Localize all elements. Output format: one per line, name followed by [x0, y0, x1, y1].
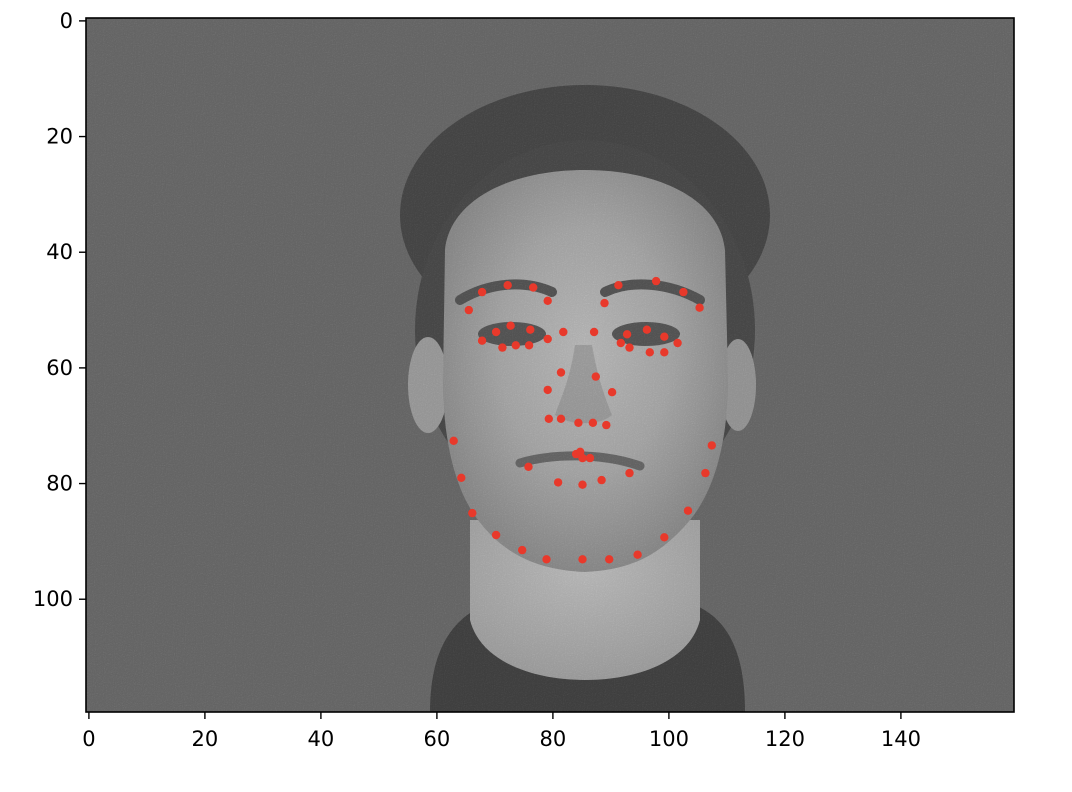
landmark-point: [625, 343, 634, 352]
landmark-points: [449, 276, 716, 564]
y-axis: 0 20 40 60 80 100: [33, 9, 86, 611]
landmark-point: [660, 348, 669, 357]
landmark-point: [477, 287, 487, 297]
x-tick-label: 100: [649, 727, 689, 751]
landmark-point: [543, 334, 552, 344]
landmark-point: [660, 533, 669, 542]
landmark-point: [614, 281, 623, 290]
landmark-point: [543, 385, 552, 395]
landmark-point: [585, 453, 595, 463]
landmark-point: [518, 545, 527, 555]
x-tick-label: 0: [82, 727, 95, 751]
landmark-point: [683, 506, 693, 515]
y-tick-label: 20: [46, 125, 73, 149]
landmark-point: [498, 343, 507, 352]
y-tick-label: 60: [46, 356, 73, 380]
landmark-point: [578, 453, 587, 463]
landmark-point: [449, 436, 458, 445]
landmark-point: [616, 338, 625, 348]
landmark-point: [544, 414, 553, 423]
x-tick-label: 120: [765, 727, 805, 751]
landmark-point: [578, 555, 587, 564]
landmark-point: [543, 296, 552, 305]
landmark-point: [556, 414, 566, 423]
y-tick-label: 100: [33, 587, 73, 611]
landmark-point: [673, 338, 682, 348]
landmark-point: [633, 550, 642, 559]
landmark-point: [491, 327, 501, 337]
axes-frame: [85, 17, 1015, 713]
landmark-point: [574, 418, 583, 427]
landmark-point: [589, 327, 599, 337]
landmark-point: [605, 555, 614, 564]
x-tick-label: 40: [308, 727, 335, 751]
landmark-point: [588, 418, 598, 427]
landmark-point: [526, 325, 535, 334]
landmark-point: [477, 336, 487, 345]
y-tick-label: 0: [60, 9, 73, 33]
x-tick-label: 80: [540, 727, 567, 751]
landmark-point: [695, 303, 704, 312]
landmark-point: [645, 348, 654, 357]
x-tick-label: 60: [424, 727, 451, 751]
landmark-point: [503, 281, 512, 290]
landmark-point: [578, 480, 587, 489]
landmark-point: [701, 468, 710, 478]
landmark-point: [457, 473, 466, 482]
landmark-point: [707, 441, 716, 450]
landmark-point: [542, 555, 551, 564]
landmark-point: [651, 276, 661, 286]
landmark-point: [607, 388, 617, 397]
landmark-point: [679, 287, 688, 297]
landmark-point: [591, 372, 600, 381]
landmark-point: [491, 530, 501, 540]
landmark-point: [602, 420, 611, 430]
landmark-point: [529, 283, 538, 292]
landmark-point: [506, 321, 515, 330]
x-axis: 0 20 40 60 80 100 120 140: [82, 712, 921, 751]
landmark-point: [524, 341, 534, 350]
landmark-point: [511, 341, 520, 350]
landmark-point: [622, 330, 632, 339]
landmark-point: [464, 305, 473, 315]
landmark-point: [468, 508, 477, 518]
landmark-point: [553, 478, 563, 487]
landmark-point: [642, 325, 652, 334]
x-tick-label: 140: [881, 727, 921, 751]
landmark-point: [660, 332, 669, 341]
landmark-point: [576, 447, 585, 456]
y-tick-label: 40: [46, 240, 73, 264]
landmark-point: [559, 327, 568, 337]
landmark-point: [600, 298, 609, 308]
y-tick-label: 80: [46, 472, 73, 496]
landmark-point: [597, 475, 606, 485]
landmark-point: [524, 462, 533, 471]
x-tick-label: 20: [192, 727, 219, 751]
landmark-point: [625, 468, 634, 478]
landmark-point: [556, 368, 566, 377]
face-photograph: [86, 18, 1014, 712]
